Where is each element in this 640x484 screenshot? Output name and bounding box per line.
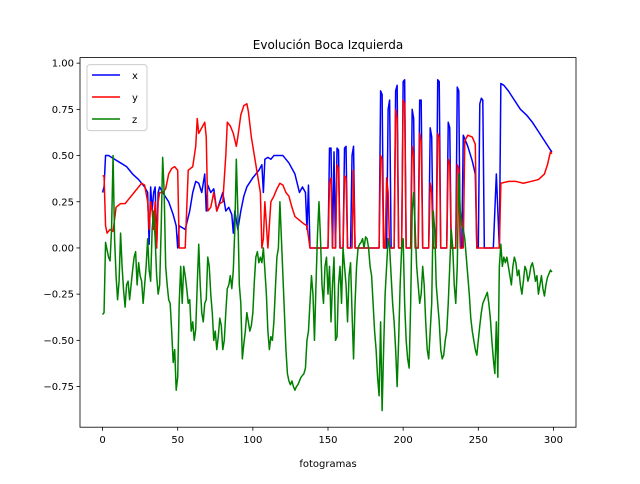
legend-label-z: z	[132, 115, 137, 126]
y-tick-label: −0.50	[43, 336, 74, 347]
x-axis: 0 50 100 150 200 250 300	[99, 427, 563, 446]
y-axis: −0.75 −0.50 −0.25 0.00 0.25 0.50 0.75 1.00	[43, 59, 80, 393]
y-tick-label: −0.75	[43, 382, 74, 393]
x-tick-label: 200	[394, 435, 413, 446]
x-tick-label: 0	[99, 435, 105, 446]
chart-title: Evolución Boca Izquierda	[253, 38, 403, 52]
y-tick-label: −0.25	[43, 290, 74, 301]
x-tick-label: 250	[469, 435, 488, 446]
series-group	[101, 79, 553, 412]
series-line-z	[101, 154, 553, 412]
y-tick-label: 0.50	[52, 151, 74, 162]
x-tick-label: 100	[243, 435, 262, 446]
y-tick-label: 1.00	[52, 59, 74, 70]
x-axis-label: fotogramas	[299, 459, 356, 470]
y-tick-label: 0.25	[52, 197, 74, 208]
legend: xyz	[86, 64, 148, 132]
legend-label-y: y	[132, 93, 138, 104]
y-tick-label: 0.00	[52, 244, 74, 255]
y-tick-label: 0.75	[52, 105, 74, 116]
x-tick-label: 150	[318, 435, 337, 446]
x-tick-label: 300	[544, 435, 563, 446]
x-tick-label: 50	[171, 435, 184, 446]
legend-label-x: x	[132, 71, 138, 82]
